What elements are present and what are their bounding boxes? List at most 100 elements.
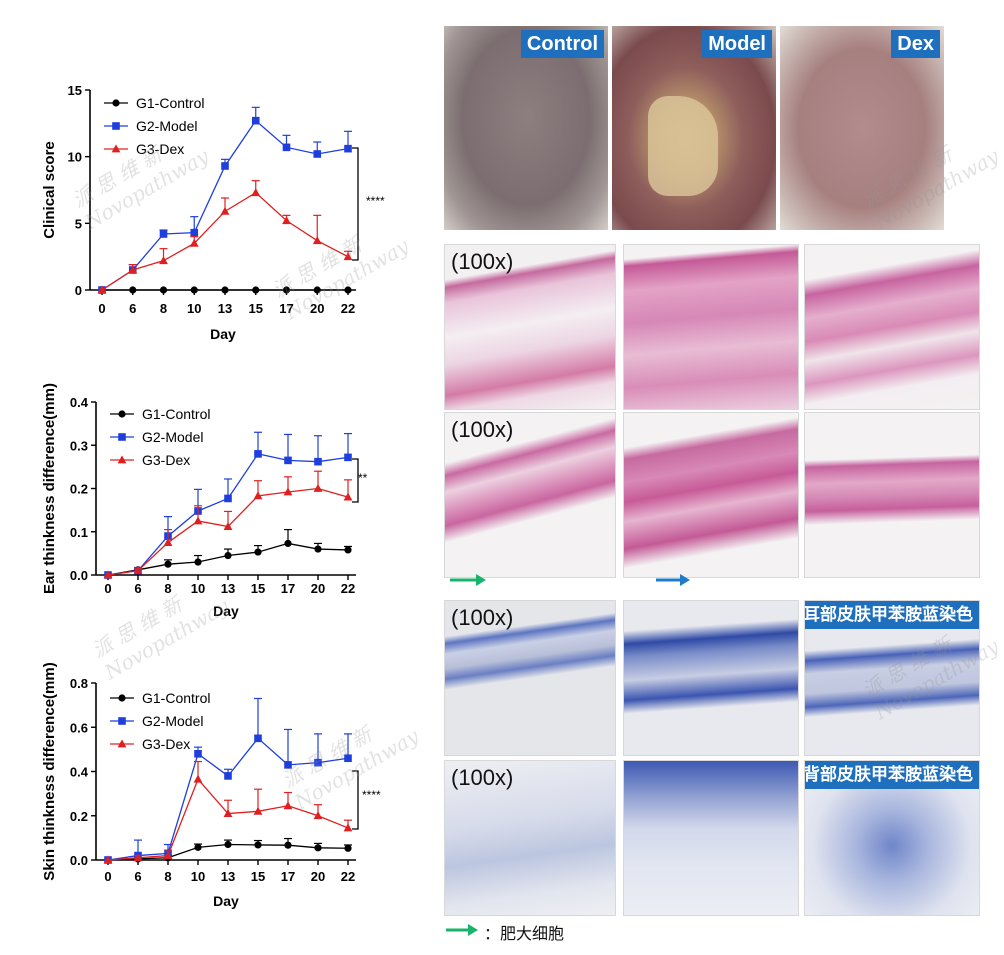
- legend-label: G1-Control: [142, 690, 210, 706]
- legend-marker: [111, 144, 121, 153]
- data-point: [194, 750, 202, 758]
- photo-model: Model: [612, 26, 776, 230]
- x-tick-label: 13: [221, 581, 235, 596]
- data-point: [344, 286, 352, 294]
- legend-marker: [117, 455, 127, 464]
- y-tick-label: 0.3: [70, 438, 88, 453]
- data-point: [159, 230, 168, 238]
- x-tick-label: 17: [279, 301, 293, 316]
- ear-thickness-chart: 0.0 0.1 0.2 0.3 0.4 0 6 8 10 13 15 17 20 22 Day Ear thi…: [41, 383, 368, 619]
- x-tick-label: 10: [191, 869, 205, 884]
- data-point: [343, 252, 353, 261]
- x-tick-label: 15: [251, 869, 265, 884]
- legend-marker: [118, 694, 126, 702]
- significance-label: ****: [366, 194, 385, 208]
- data-point: [103, 570, 113, 579]
- data-point: [282, 216, 291, 225]
- data-point: [253, 806, 263, 815]
- tb-ear-model: [623, 600, 799, 756]
- x-tick-label: 6: [129, 301, 136, 316]
- clinical-score-chart: 0 5 10 15 0 6 8 10 13 15 17 20 22 Day Clinical score G1…: [41, 83, 385, 342]
- data-point: [314, 545, 322, 553]
- y-tick-label: 0.8: [70, 676, 88, 691]
- y-tick-label: 15: [68, 83, 82, 98]
- legend-label: G2-Model: [142, 429, 203, 445]
- significance-bracket: [352, 147, 359, 261]
- data-point: [314, 844, 322, 852]
- data-point: [193, 516, 203, 525]
- x-tick-label: 10: [187, 301, 201, 316]
- data-point: [344, 546, 352, 554]
- x-tick-label: 0: [104, 581, 111, 596]
- data-point: [194, 843, 202, 851]
- x-tick-label: 8: [164, 581, 171, 596]
- data-point: [133, 566, 143, 575]
- data-point: [220, 206, 230, 215]
- he-back-dex: [804, 244, 980, 410]
- arrow-legend-row: [450, 574, 690, 586]
- legend-marker: [118, 433, 126, 441]
- x-axis-label: Day: [213, 603, 239, 619]
- x-tick-label: 15: [249, 301, 263, 316]
- green-arrow-icon: [450, 574, 486, 586]
- significance-bracket: [352, 770, 359, 830]
- data-point: [344, 754, 352, 763]
- data-point: [313, 150, 322, 158]
- y-tick-label: 0.1: [70, 525, 88, 540]
- data-point: [313, 483, 323, 492]
- he-back-control: (100x): [444, 244, 616, 410]
- mast-cell-legend: ：肥大细胞: [484, 924, 565, 943]
- ear-stain-label: 耳部皮肤甲苯胺蓝染色: [805, 601, 979, 629]
- x-tick-label: 22: [341, 581, 355, 596]
- data-point: [254, 841, 262, 849]
- data-point: [254, 734, 262, 743]
- magnification-label: (100x): [451, 249, 514, 274]
- tb-back-model: [623, 760, 799, 916]
- data-point: [224, 772, 232, 780]
- data-point: [224, 840, 232, 849]
- data-point: [284, 539, 292, 548]
- data-point: [128, 265, 138, 274]
- photo-label-dex: Dex: [891, 30, 940, 58]
- y-tick-label: 0.2: [70, 809, 88, 824]
- legend-label: G1-Control: [142, 406, 210, 422]
- x-tick-label: 8: [160, 301, 167, 316]
- significance-label: **: [358, 471, 368, 485]
- magnification-label: (100x): [451, 417, 514, 442]
- data-point: [314, 758, 322, 767]
- x-tick-label: 17: [281, 581, 295, 596]
- y-tick-label: 0: [75, 283, 82, 298]
- he-ear-model: [623, 412, 799, 578]
- tb-back-control: (100x): [444, 760, 616, 916]
- y-tick-label: 0.4: [70, 765, 89, 780]
- x-tick-label: 6: [134, 581, 141, 596]
- data-point: [221, 286, 229, 294]
- y-tick-label: 0.6: [70, 720, 88, 735]
- data-point: [254, 548, 262, 556]
- data-point: [252, 286, 260, 294]
- scab-lesion: [648, 96, 718, 196]
- data-point: [344, 453, 352, 462]
- x-tick-label: 13: [218, 301, 232, 316]
- tb-back-dex: 背部皮肤甲苯胺蓝染色: [804, 760, 980, 916]
- he-ear-dex: [804, 412, 980, 578]
- legend-label: G2-Model: [142, 713, 203, 729]
- legend-marker: [112, 99, 120, 107]
- x-tick-label: 20: [311, 581, 325, 596]
- y-tick-label: 0.0: [70, 568, 88, 583]
- tb-ear-dex: 耳部皮肤甲苯胺蓝染色: [804, 600, 980, 756]
- x-tick-label: 0: [98, 301, 105, 316]
- data-point: [224, 551, 232, 560]
- y-axis-label: Ear thinkness difference(mm): [41, 383, 58, 594]
- legend-label: G3-Dex: [142, 736, 190, 752]
- x-axis-label: Day: [210, 326, 236, 342]
- data-point: [313, 811, 323, 820]
- skin-thickness-chart: 0.0 0.2 0.4 0.6 0.8 0 6 8 10 13 15 17 20 22 Day Skin th…: [41, 662, 381, 909]
- data-point: [313, 286, 321, 294]
- data-point: [344, 144, 352, 153]
- x-tick-label: 22: [341, 301, 355, 316]
- he-back-model: [623, 244, 799, 410]
- data-point: [223, 521, 233, 530]
- data-point: [282, 286, 291, 294]
- x-tick-label: 20: [310, 301, 324, 316]
